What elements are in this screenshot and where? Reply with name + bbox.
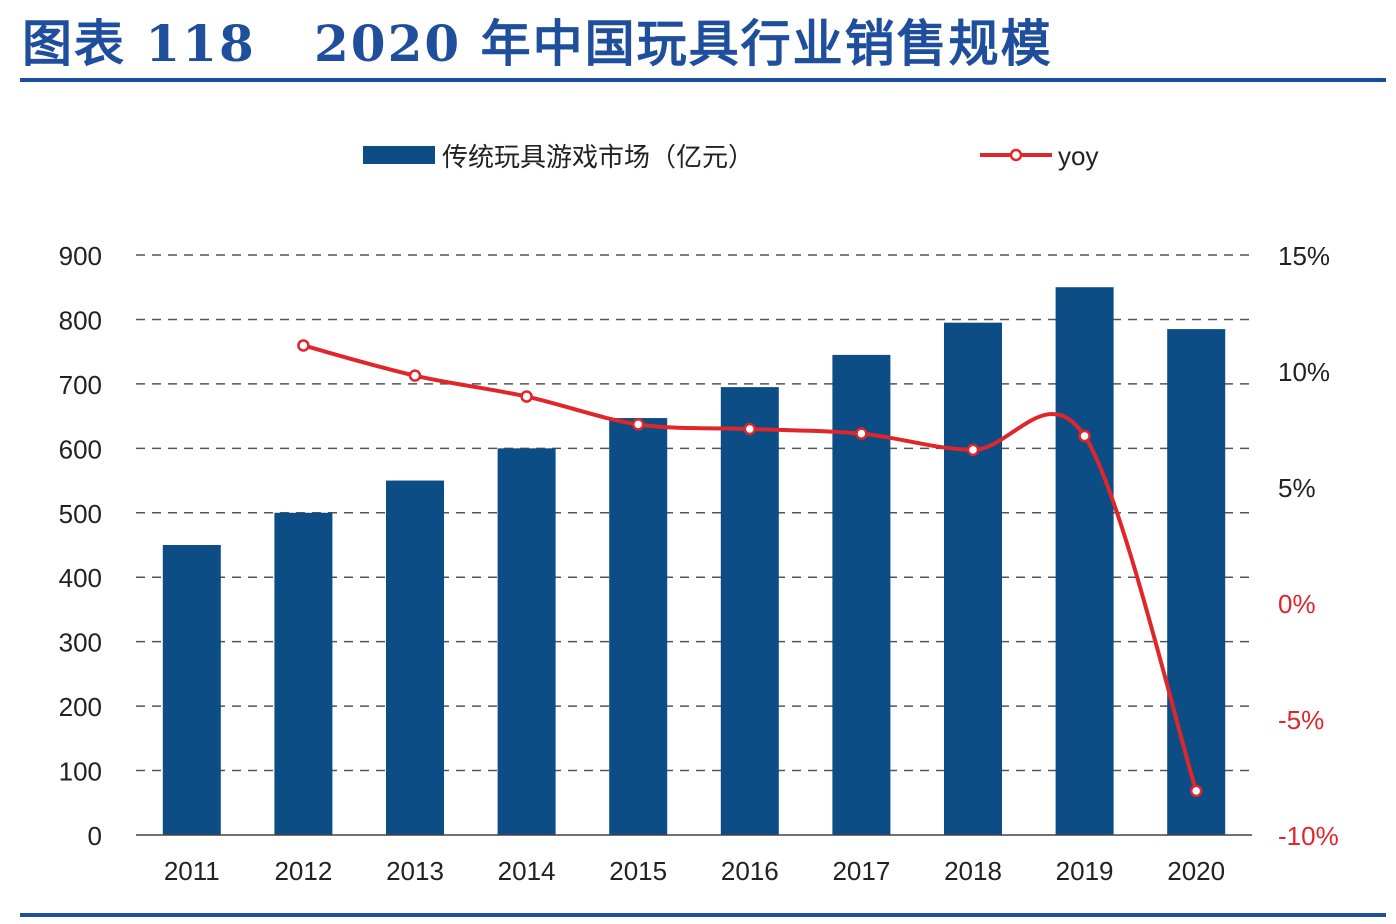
y2-tick-label: 10% — [1278, 357, 1330, 387]
y-tick-label: 0 — [88, 821, 102, 851]
y2-tick-label: -5% — [1278, 705, 1324, 735]
yoy-line — [302, 343, 1199, 792]
legend-bar-swatch — [363, 146, 435, 164]
x-tick-label: 2018 — [944, 856, 1002, 886]
y2-tick-label: 5% — [1278, 473, 1316, 503]
x-tick-label: 2013 — [386, 856, 444, 886]
x-tick-label: 2016 — [721, 856, 779, 886]
x-tick-label: 2017 — [832, 856, 890, 886]
yoy-point — [1078, 429, 1091, 443]
x-tick-label: 2015 — [609, 856, 667, 886]
y-tick-label: 700 — [59, 370, 102, 400]
y-tick-label: 800 — [59, 305, 102, 335]
bar-2016 — [720, 387, 779, 835]
yoy-point — [408, 369, 422, 382]
bar-2014 — [497, 448, 556, 835]
x-tick-label: 2011 — [164, 856, 220, 886]
page-title: 图表 118 2020 年中国玩具行业销售规模 — [22, 14, 1053, 73]
yoy-point — [743, 422, 757, 436]
x-tick-label: 2019 — [1056, 856, 1114, 886]
yoy-point — [966, 443, 980, 457]
yoy-point — [520, 390, 533, 403]
yoy-point — [1189, 784, 1203, 798]
yoy-point — [297, 339, 310, 352]
legend: 传统玩具游戏市场（亿元） yoy — [363, 141, 1098, 172]
bar-2018 — [944, 322, 1002, 836]
bar-2013 — [386, 480, 444, 835]
x-tick-label: 2020 — [1167, 856, 1225, 886]
y-tick-label: 200 — [59, 692, 102, 722]
legend-line-label: yoy — [1058, 141, 1098, 171]
bar-2020 — [1167, 329, 1226, 835]
bottom-rule — [20, 913, 1386, 917]
y-tick-label: 600 — [59, 434, 102, 464]
y-tick-label: 500 — [59, 499, 102, 529]
y2-tick-label: 15% — [1278, 241, 1330, 271]
bar-2015 — [609, 418, 668, 835]
title-rule — [20, 78, 1386, 82]
bar-2017 — [832, 354, 891, 835]
y-tick-label: 300 — [59, 628, 102, 658]
y2-tick-label: -10% — [1278, 821, 1339, 851]
y-tick-label: 100 — [59, 757, 102, 787]
legend-line-marker — [1009, 148, 1023, 162]
y-tick-label: 400 — [59, 563, 102, 593]
bar-2019 — [1055, 287, 1114, 835]
yoy-point — [631, 418, 645, 431]
bar-2012 — [274, 512, 333, 835]
yoy-point — [855, 427, 868, 440]
y-tick-label: 900 — [59, 241, 102, 271]
x-tick-label: 2012 — [274, 856, 332, 886]
y2-tick-label: 0% — [1278, 589, 1316, 619]
bar-2011 — [162, 545, 221, 835]
legend-bar-label: 传统玩具游戏市场（亿元） — [442, 142, 754, 172]
x-tick-label: 2014 — [498, 856, 556, 886]
